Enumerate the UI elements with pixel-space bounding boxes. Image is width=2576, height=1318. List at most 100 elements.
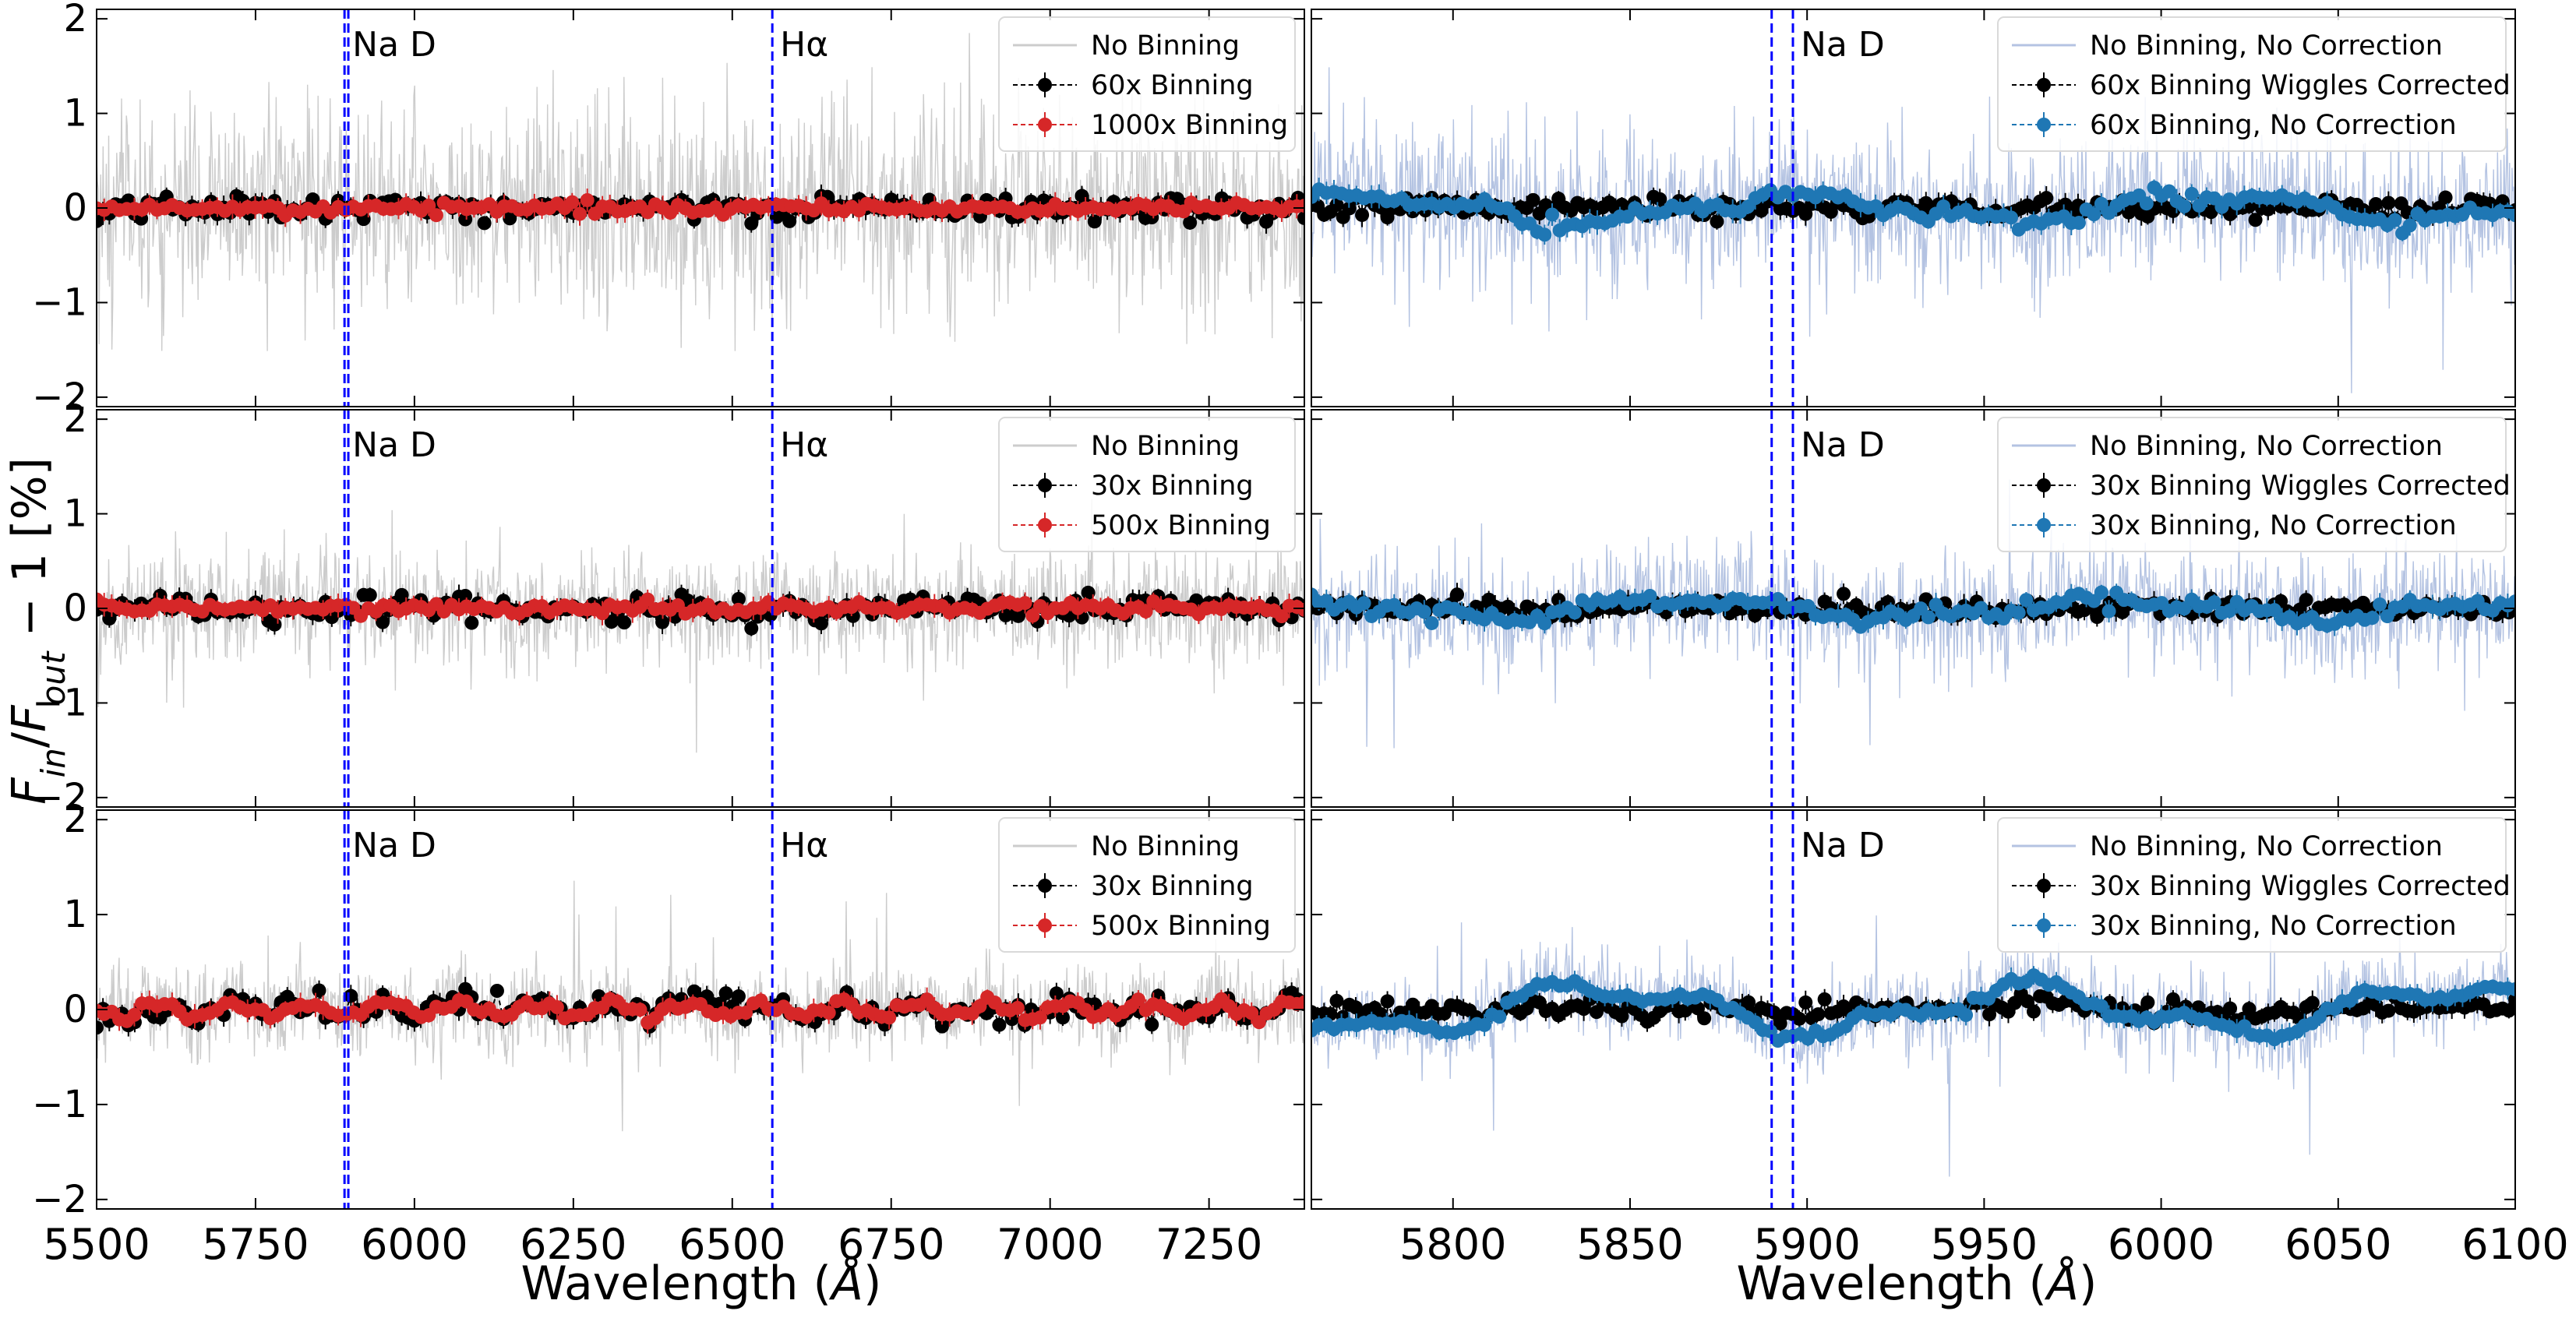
series-2-point bbox=[1974, 601, 1988, 615]
series-2-point bbox=[1643, 588, 1657, 603]
panel-grid: −2 −1 0 1 2 Na D Hα No Binning 60x Binning 1000x … bbox=[32, 0, 2568, 1269]
reference-line-label: Hα bbox=[780, 425, 828, 465]
legend-swatch-marker bbox=[1038, 879, 1052, 893]
series-2-point bbox=[2207, 595, 2221, 610]
reference-line-label: Na D bbox=[352, 826, 436, 865]
legend-frame bbox=[1997, 417, 2507, 552]
series-2-point bbox=[573, 206, 587, 221]
legend-swatch-marker bbox=[2037, 518, 2051, 532]
series-1-point bbox=[267, 617, 282, 632]
series-2-point bbox=[1763, 1024, 1778, 1038]
series-1-point bbox=[1450, 587, 1465, 602]
series-2-point bbox=[2387, 213, 2402, 227]
series-2-point bbox=[1025, 608, 1040, 623]
legend-swatch-marker bbox=[2037, 78, 2051, 92]
legend-entry: No Binning, No Correction bbox=[2090, 831, 2443, 862]
series-1-point bbox=[2508, 992, 2515, 1007]
series-1-point bbox=[2027, 1004, 2041, 1019]
series-2-markers bbox=[97, 587, 1304, 626]
legend-entry: 60x Binning bbox=[1091, 70, 1254, 101]
series-1-point bbox=[2248, 213, 2263, 227]
series-2-point bbox=[2365, 611, 2380, 626]
legend: No Binning, No Correction 60x Binning Wig… bbox=[1997, 16, 2511, 152]
xtick-label: 5800 bbox=[1399, 1220, 1506, 1269]
legend-swatch-marker bbox=[2037, 478, 2051, 492]
series-1-point bbox=[458, 588, 473, 603]
series-2-point bbox=[882, 1010, 897, 1025]
xtick-label: 6250 bbox=[520, 1220, 626, 1269]
series-1-point bbox=[2223, 1001, 2238, 1016]
series-1-point bbox=[1056, 1010, 1070, 1025]
series-1-point bbox=[655, 615, 670, 629]
panel-bottom-right: 5800 5850 5900 5950 6000 6050 6100 Na D No Binni… bbox=[1311, 809, 2569, 1269]
series-1-point bbox=[477, 216, 492, 231]
series-2-point bbox=[1921, 610, 1936, 625]
series-2-point bbox=[1537, 227, 1552, 242]
xtick-label: 7000 bbox=[997, 1220, 1103, 1269]
panel-top-right: Na D No Binning, No Correction 60x Binning… bbox=[1311, 9, 2516, 407]
series-1-point bbox=[1798, 206, 1813, 221]
plot-area bbox=[97, 33, 1304, 351]
legend-frame bbox=[1997, 16, 2507, 152]
series-2-point bbox=[2004, 210, 2019, 225]
legend-frame bbox=[998, 16, 1296, 152]
series-2-point bbox=[580, 192, 595, 207]
legend: No Binning 60x Binning 1000x Binning bbox=[998, 16, 1296, 152]
legend-entry: 30x Binning bbox=[1091, 470, 1254, 502]
ytick-label: −1 bbox=[32, 1083, 87, 1126]
panel-top-left: −2 −1 0 1 2 Na D Hα No Binning 60x Binning 1000x … bbox=[32, 0, 1305, 419]
xtick-label: 7250 bbox=[1156, 1220, 1262, 1269]
series-1-point bbox=[1741, 995, 1756, 1010]
legend-entry: 500x Binning bbox=[1091, 911, 1271, 942]
series-2-point bbox=[2184, 186, 2199, 201]
series-1-point bbox=[718, 986, 733, 1001]
legend-entry: 30x Binning, No Correction bbox=[2090, 911, 2457, 942]
legend-entry: No Binning, No Correction bbox=[2090, 30, 2443, 62]
series-2-point bbox=[2101, 604, 2116, 618]
series-2-point bbox=[1801, 598, 1816, 613]
xtick-label: 5750 bbox=[202, 1220, 309, 1269]
legend: No Binning 30x Binning 500x Binning bbox=[998, 417, 1296, 552]
series-1-point bbox=[1697, 1011, 1712, 1026]
legend: No Binning 30x Binning 500x Binning bbox=[998, 817, 1296, 953]
series-1-point bbox=[1342, 201, 1357, 216]
series-1-point bbox=[1049, 986, 1064, 1001]
series-2-point bbox=[1417, 604, 1431, 619]
legend-frame bbox=[1997, 817, 2507, 953]
series-1-point bbox=[1526, 192, 1540, 207]
series-1-point bbox=[744, 216, 759, 231]
series-1-point bbox=[731, 591, 746, 606]
ytick-label: −2 bbox=[32, 375, 87, 419]
ytick-label: 1 bbox=[63, 92, 87, 136]
series-0-line bbox=[1311, 67, 2515, 393]
reference-line-label: Na D bbox=[1801, 826, 1885, 865]
xtick-label: 6500 bbox=[679, 1220, 785, 1269]
legend-frame bbox=[998, 417, 1296, 552]
series-1-point bbox=[1329, 993, 1344, 1008]
panel-middle-left: −2 −1 0 1 2 Na D Hα No Binning 30x Binning 500x B… bbox=[32, 397, 1305, 819]
ytick-label: 2 bbox=[63, 397, 87, 441]
legend-entry: No Binning bbox=[1091, 431, 1240, 462]
series-1-point bbox=[744, 621, 759, 636]
series-1-point bbox=[617, 615, 632, 630]
series-1-point bbox=[1792, 1011, 1807, 1026]
series-1-point bbox=[782, 213, 797, 228]
series-2-markers bbox=[1311, 966, 2515, 1050]
y-axis-title: Fin/Fout − 1 [%] bbox=[2, 457, 72, 805]
legend-swatch-marker bbox=[2037, 918, 2051, 932]
legend-entry: 60x Binning Wiggles Corrected bbox=[2090, 70, 2511, 101]
series-2-point bbox=[1297, 199, 1304, 213]
series-2-markers bbox=[97, 987, 1304, 1034]
series-2-point bbox=[2071, 216, 2086, 231]
series-1-point bbox=[2020, 994, 2034, 1009]
legend-entry: 30x Binning Wiggles Corrected bbox=[2090, 871, 2511, 902]
series-2-point bbox=[821, 1006, 836, 1020]
series-2-point bbox=[640, 592, 655, 607]
series-0-line bbox=[1311, 479, 2515, 749]
series-2-point bbox=[565, 195, 580, 210]
ytick-label: 0 bbox=[63, 587, 87, 630]
legend-entry: 30x Binning, No Correction bbox=[2090, 510, 2457, 541]
series-2-point bbox=[422, 198, 436, 213]
plot-area bbox=[1311, 67, 2515, 393]
series-1-point bbox=[731, 989, 746, 1004]
